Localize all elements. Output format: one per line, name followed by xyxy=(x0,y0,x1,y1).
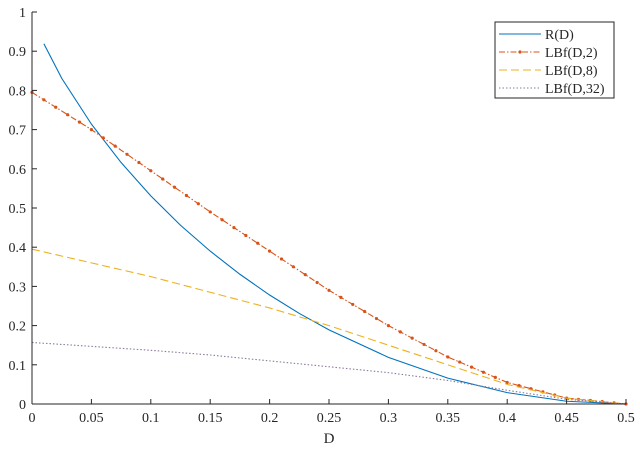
series-marker xyxy=(42,98,46,102)
x-tick-label: 0.15 xyxy=(198,411,223,426)
legend-marker xyxy=(518,50,522,54)
x-tick-label: 0.25 xyxy=(317,411,342,426)
series-marker xyxy=(291,265,295,269)
x-tick-label: 0.4 xyxy=(498,411,516,426)
series-marker xyxy=(327,288,331,292)
x-tick-label: 0.5 xyxy=(617,411,635,426)
legend-box xyxy=(494,21,615,99)
series-marker xyxy=(481,370,486,374)
y-tick-label: 0.4 xyxy=(9,241,27,256)
series-line xyxy=(31,248,627,405)
legend: R(D) LBf(D,2) LBf(D,8) LBf(D,32) xyxy=(494,21,615,99)
series-marker xyxy=(89,128,93,132)
series-layer xyxy=(30,43,628,406)
series-lbf-d-8- xyxy=(31,248,627,405)
series-marker xyxy=(386,324,390,328)
series-marker xyxy=(374,316,379,321)
x-tick-label: 0 xyxy=(29,411,36,426)
series-marker xyxy=(279,257,284,261)
series-marker xyxy=(315,280,319,285)
series-marker xyxy=(77,120,82,124)
series-lbf-d-32- xyxy=(31,341,627,405)
series-marker xyxy=(54,105,58,109)
x-tick-label: 0.3 xyxy=(380,411,398,426)
series-marker xyxy=(303,273,307,277)
series-marker xyxy=(505,380,509,385)
series-marker xyxy=(458,360,462,364)
y-tick-label: 0.1 xyxy=(9,359,27,374)
series-marker xyxy=(196,202,200,206)
x-tick-label: 0.1 xyxy=(142,411,160,426)
series-marker xyxy=(184,193,189,198)
y-tick-label: 1 xyxy=(19,6,26,21)
series-line xyxy=(43,43,627,405)
series-marker xyxy=(256,241,260,245)
series-marker xyxy=(113,144,117,148)
series-marker xyxy=(125,152,129,156)
series-marker xyxy=(351,302,355,307)
series-marker xyxy=(434,349,438,353)
series-marker xyxy=(422,342,426,347)
series-marker xyxy=(137,160,141,165)
y-tick-label: 0.6 xyxy=(9,163,27,178)
y-tick-label: 0.7 xyxy=(9,124,27,139)
series-line xyxy=(31,91,627,405)
y-tick-label: 0.3 xyxy=(9,280,27,295)
series-marker xyxy=(446,355,450,359)
series-marker xyxy=(398,330,402,334)
series-marker xyxy=(101,136,105,140)
series-r-d- xyxy=(43,43,627,405)
series-marker xyxy=(339,295,343,299)
series-marker xyxy=(410,336,414,340)
series-lbf-d-2- xyxy=(30,90,628,406)
y-tick-label: 0.5 xyxy=(9,202,27,217)
y-tick-label: 0 xyxy=(19,398,26,413)
legend-label: LBf(D,8) xyxy=(545,64,598,79)
series-marker xyxy=(161,177,165,181)
y-tick-label: 0.9 xyxy=(9,45,27,60)
series-marker xyxy=(363,309,367,314)
legend-label: LBf(D,2) xyxy=(545,46,598,61)
legend-label: R(D) xyxy=(545,28,574,43)
x-tick-label: 0.05 xyxy=(79,411,104,426)
x-axis-label: D xyxy=(324,431,335,447)
series-marker xyxy=(469,365,474,369)
series-marker xyxy=(517,383,521,388)
x-tick-label: 0.2 xyxy=(261,411,279,426)
series-marker xyxy=(220,218,224,222)
series-marker xyxy=(172,185,177,189)
series-marker xyxy=(66,113,70,117)
series-marker xyxy=(149,169,153,173)
ticks: 0 0.05 0.1 0.15 0.2 0.25 0.3 0.35 0.4 0.45 0.5 0 0.1… xyxy=(9,6,635,426)
series-marker xyxy=(232,226,236,230)
y-tick-label: 0.8 xyxy=(9,84,27,99)
series-marker xyxy=(244,233,248,238)
x-tick-label: 0.45 xyxy=(554,411,579,426)
y-tick-label: 0.2 xyxy=(9,320,27,335)
series-marker xyxy=(268,249,272,253)
series-line xyxy=(31,341,627,405)
legend-label: LBf(D,32) xyxy=(545,82,605,97)
x-tick-label: 0.35 xyxy=(436,411,461,426)
series-marker xyxy=(493,375,497,379)
series-marker xyxy=(208,210,212,214)
